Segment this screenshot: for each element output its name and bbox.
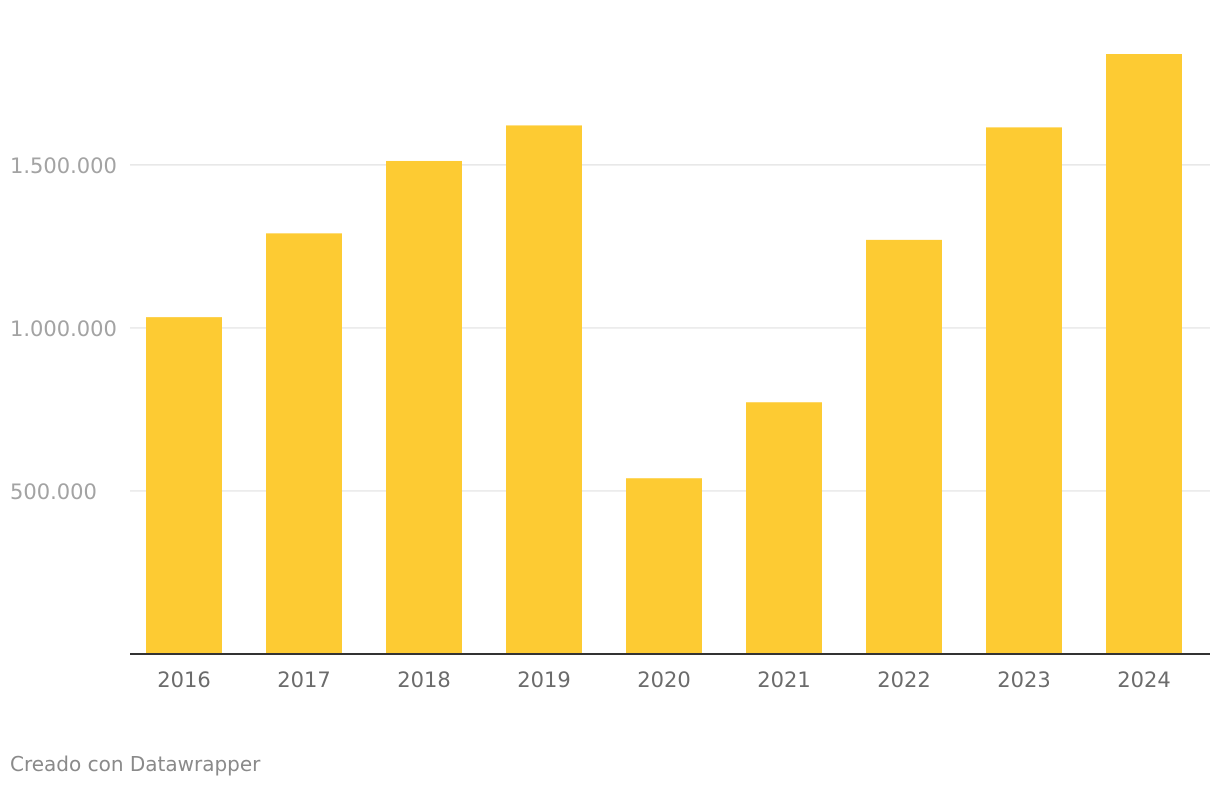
- bar-2021: [746, 402, 822, 654]
- y-tick-label: 1.000.000: [10, 317, 117, 341]
- x-tick-label-2022: 2022: [877, 668, 930, 692]
- bar-2019: [506, 125, 582, 655]
- credit-text: Creado con Datawrapper: [10, 752, 261, 776]
- bar-2024: [1106, 54, 1182, 654]
- y-tick-label: 500.000: [10, 480, 97, 504]
- y-axis-tick-labels: 500.000 1.000.000 1.500.000: [10, 154, 117, 504]
- x-tick-label-2018: 2018: [397, 668, 450, 692]
- bar-2020: [626, 478, 702, 654]
- bar-2017: [266, 233, 342, 654]
- x-tick-label-2017: 2017: [277, 668, 330, 692]
- bar-2023: [986, 127, 1062, 654]
- x-tick-label-2024: 2024: [1117, 668, 1170, 692]
- bars: [146, 54, 1182, 655]
- x-tick-label-2021: 2021: [757, 668, 810, 692]
- bar-2022: [866, 239, 942, 654]
- x-axis-tick-labels: 2016 2017 2018 2019 2020 2021 2022 2023 2024: [157, 668, 1170, 692]
- bar-2018: [386, 160, 462, 654]
- x-tick-label-2020: 2020: [637, 668, 690, 692]
- x-tick-label-2016: 2016: [157, 668, 210, 692]
- x-tick-label-2023: 2023: [997, 668, 1050, 692]
- bar-2016: [146, 317, 222, 654]
- y-tick-label: 1.500.000: [10, 154, 117, 178]
- x-tick-label-2019: 2019: [517, 668, 570, 692]
